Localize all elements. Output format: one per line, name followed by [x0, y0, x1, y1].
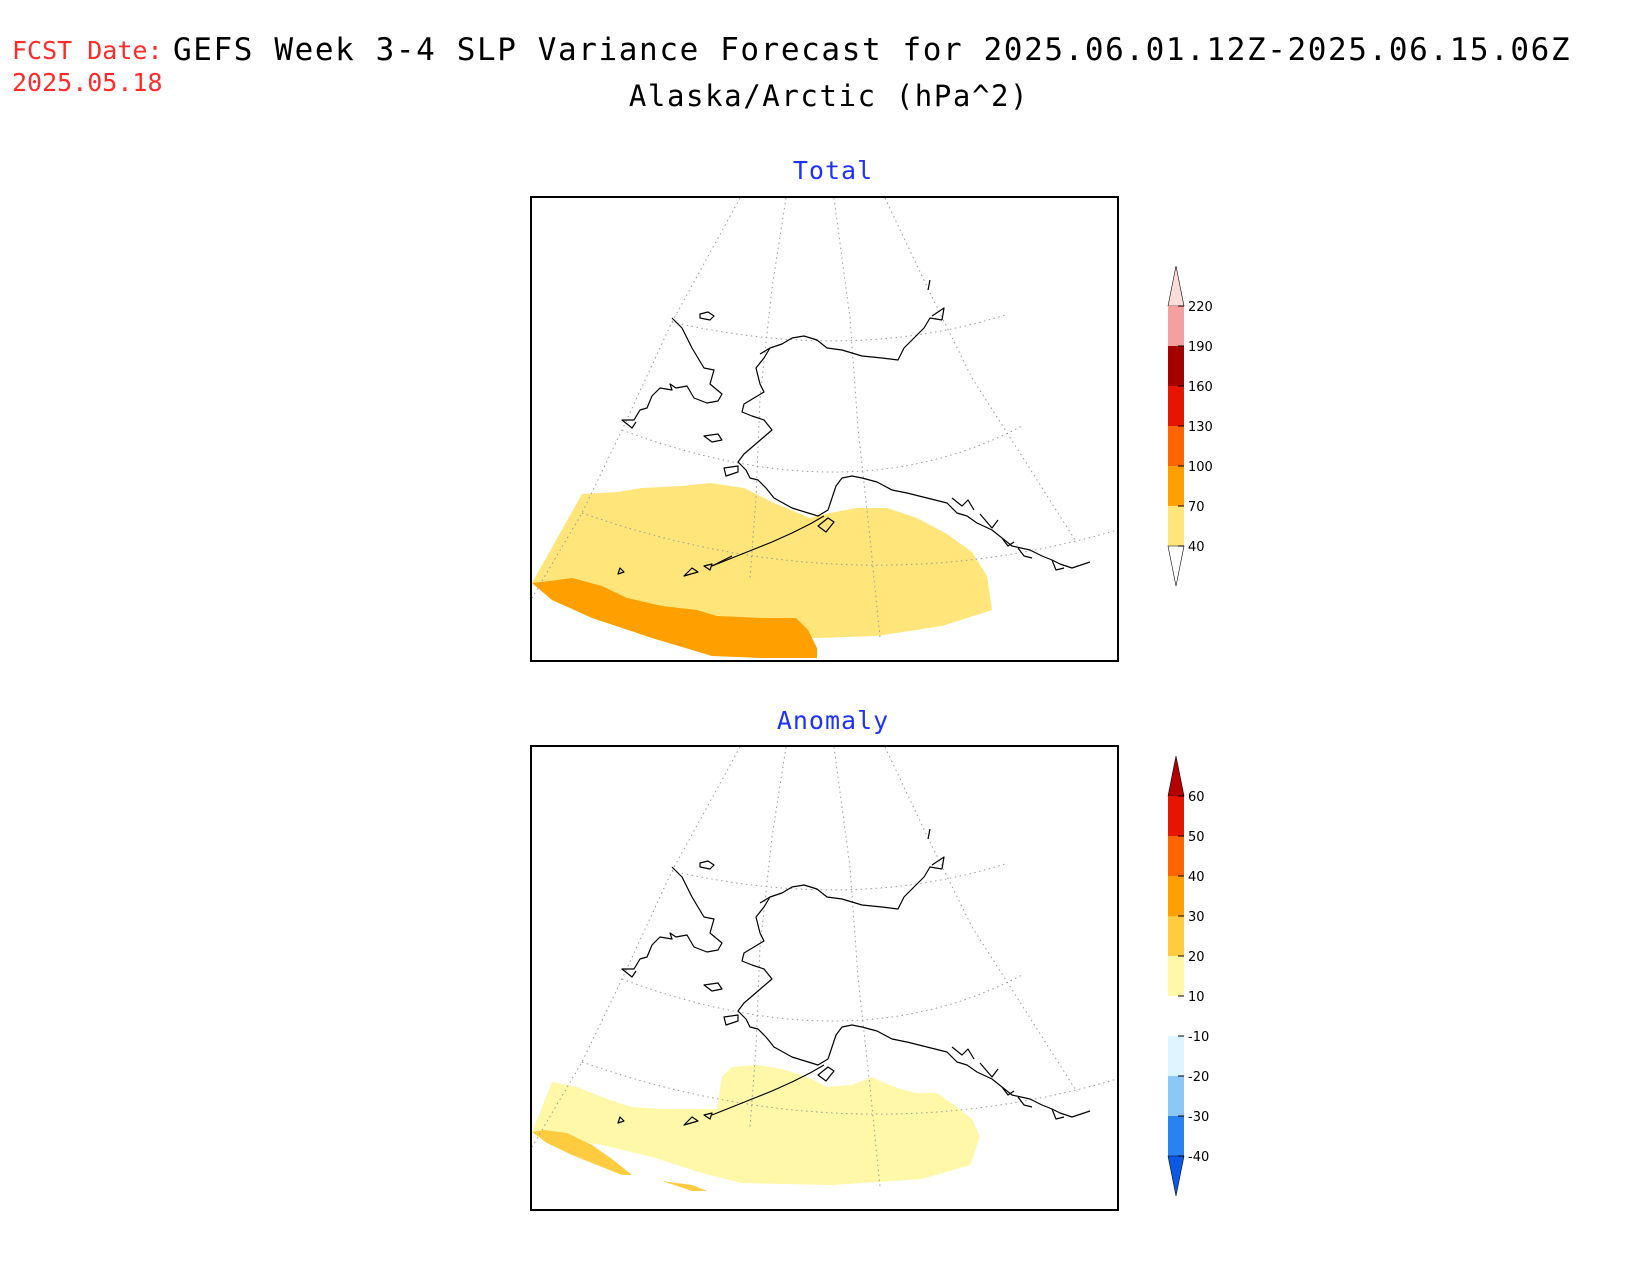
map-shading-total	[532, 483, 992, 658]
coastline-alaska	[737, 828, 1091, 1118]
figure-subtitle: Alaska/Arctic (hPa^2)	[628, 79, 1030, 113]
coastline-alaska-east	[931, 856, 945, 870]
forecast-date-value: 2025.05.18	[12, 68, 163, 97]
coastline-siberia-islands	[699, 860, 715, 870]
colorbar-arrow-bottom	[1167, 545, 1185, 587]
colorbar-tick-label: 40	[1188, 540, 1205, 555]
coastlines	[617, 828, 1091, 1126]
colorbar-tick-label: 100	[1188, 460, 1213, 475]
coastline-aleutian	[711, 515, 825, 567]
coastline-alaska-east	[931, 307, 945, 321]
shade-20-30	[532, 1130, 632, 1175]
coastline-stmatthew	[723, 1014, 739, 1026]
colorbar-swatch	[1168, 386, 1184, 426]
colorbar-swatch	[1168, 346, 1184, 386]
colorbar-swatch	[1168, 1036, 1184, 1076]
coastline-stmatthew	[723, 465, 739, 477]
shade-20-30b	[662, 1181, 707, 1191]
colorbar-tick-label: 220	[1188, 300, 1213, 315]
colorbar-swatch	[1168, 916, 1184, 956]
coastline-seward	[759, 896, 771, 904]
colorbar-swatch	[1168, 836, 1184, 876]
coastline-russia	[621, 866, 723, 978]
shade-70-100	[532, 578, 817, 658]
coastline-aleutian	[711, 1064, 825, 1116]
coastline-islet	[617, 567, 625, 575]
lat-lon-gridlines	[532, 198, 1117, 639]
coastline-panhandle	[951, 1046, 1065, 1120]
coastline-kodiak	[817, 517, 835, 533]
colorbar-tick-label: -20	[1188, 1070, 1209, 1085]
colorbar-tick-label: -30	[1188, 1110, 1209, 1125]
coastlines	[617, 279, 1091, 577]
colorbar-tick-label: 30	[1188, 910, 1205, 925]
colorbar-swatch	[1168, 306, 1184, 346]
coastline-kodiak	[817, 1066, 835, 1082]
figure-title: GEFS Week 3-4 SLP Variance Forecast for …	[173, 32, 1572, 68]
shade-40-70	[532, 483, 992, 638]
coastline-siberia-islands	[699, 311, 715, 321]
colorbar-swatch	[1168, 876, 1184, 916]
colorbar-tick-label: 50	[1188, 830, 1205, 845]
colorbar-tick-label: 40	[1188, 870, 1205, 885]
colorbar-tick-label: 60	[1188, 790, 1205, 805]
colorbar-swatch	[1168, 1116, 1184, 1156]
coastline-islet	[617, 1116, 625, 1124]
coastline-pribilof	[683, 1112, 713, 1126]
colorbar-tick-label: 70	[1188, 500, 1205, 515]
colorbar-tick-label: 190	[1188, 340, 1213, 355]
coastline-panhandle	[951, 497, 1065, 571]
shade-10-20	[532, 1065, 980, 1185]
colorbar-swatch	[1168, 796, 1184, 836]
colorbar-swatch	[1168, 996, 1184, 1036]
coastline-russia	[621, 317, 723, 429]
map-panel-total	[530, 196, 1119, 662]
colorbar-tick-label: 130	[1188, 420, 1213, 435]
coastline-aleutian-2	[711, 555, 733, 567]
colorbar-arrow-top	[1167, 265, 1185, 307]
panel-title-total: Total	[792, 156, 874, 185]
lat-lon-gridlines	[532, 747, 1117, 1188]
colorbar-tick-label: -10	[1188, 1030, 1209, 1045]
colorbar-tick-label: -40	[1188, 1150, 1209, 1165]
panel-title-anomaly: Anomaly	[776, 706, 890, 735]
coastline-alaska	[737, 279, 1091, 569]
coastline-seward	[759, 347, 771, 355]
colorbar-swatch	[1168, 466, 1184, 506]
colorbar-swatch	[1168, 506, 1184, 546]
colorbar-anomaly: 60 50 40 30 20 10 -10 -20 -30 -40	[1160, 755, 1240, 1206]
colorbar-arrow-top	[1167, 755, 1185, 797]
colorbar-arrow-bottom	[1167, 1155, 1185, 1197]
colorbar-tick-label: 20	[1188, 950, 1205, 965]
coastline-stlawrence	[703, 433, 723, 443]
colorbar-tick-label: 10	[1188, 990, 1205, 1005]
colorbar-swatch	[1168, 956, 1184, 996]
coastline-pribilof	[683, 563, 713, 577]
colorbar-total: 220 190 160 130 100 70 40	[1160, 265, 1240, 596]
map-panel-anomaly	[530, 745, 1119, 1211]
colorbar-tick-label: 160	[1188, 380, 1213, 395]
colorbar-swatch	[1168, 1076, 1184, 1116]
colorbar-swatch	[1168, 426, 1184, 466]
coastline-stlawrence	[703, 982, 723, 992]
map-shading-anomaly	[532, 1065, 980, 1191]
forecast-date-label: FCST Date:	[12, 36, 163, 65]
